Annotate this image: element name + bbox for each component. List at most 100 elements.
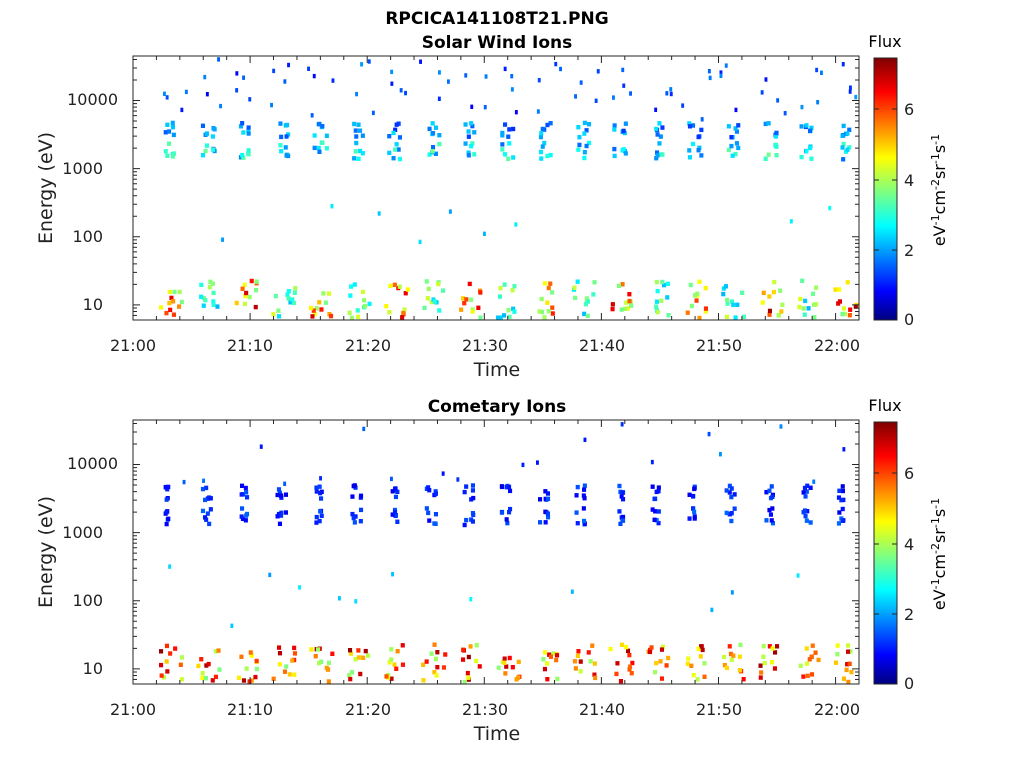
spectrogram-cell — [240, 483, 245, 488]
spectrogram-cell — [171, 312, 176, 317]
spectrogram-cell — [243, 485, 248, 491]
spectrogram-cell — [652, 496, 657, 502]
spectrogram-cell — [200, 508, 205, 514]
spectrogram-cell — [572, 659, 577, 664]
spectrogram-cell — [239, 654, 244, 659]
spectrogram-cell — [654, 107, 658, 112]
spectrogram-cell — [500, 147, 505, 152]
spectrogram-cell — [470, 104, 474, 109]
spectrogram-cell — [277, 314, 282, 319]
spectrogram-cell — [766, 152, 771, 157]
spectrogram-cell — [356, 648, 361, 653]
spectrogram-cell — [319, 659, 324, 664]
spectrogram-cell — [367, 59, 371, 64]
spectrogram-cell — [323, 300, 328, 305]
spectrogram-cell — [363, 304, 368, 309]
spectrogram-cell — [390, 476, 393, 482]
spectrogram-cell — [393, 486, 398, 492]
spectrogram-cell — [397, 156, 402, 162]
spectrogram-cell — [727, 644, 732, 649]
spectrogram-cell — [508, 488, 513, 494]
spectrogram-cell — [277, 645, 282, 650]
spectrogram-cell — [179, 677, 184, 682]
spectrogram-cell — [578, 669, 583, 674]
spectrogram-cell — [254, 288, 259, 293]
spectrogram-cell — [804, 123, 809, 128]
spectrogram-cell — [503, 122, 508, 127]
spectrogram-cell — [538, 520, 543, 525]
spectrogram-cell — [687, 492, 692, 497]
spectrogram-cell — [424, 659, 429, 664]
spectrogram-cell — [621, 514, 626, 520]
spectrogram-cell — [799, 154, 804, 160]
spectrogram-cell — [582, 120, 587, 126]
spectrogram-cell — [290, 658, 295, 663]
spectrogram-cell — [837, 299, 842, 304]
spectrogram-cell — [203, 497, 208, 503]
spectrogram-cell — [763, 121, 768, 127]
spectrogram-cell — [461, 657, 466, 662]
spectrogram-cell — [338, 596, 341, 601]
spectrogram-cell — [243, 293, 248, 299]
spectrogram-cell — [545, 677, 550, 682]
spectrogram-cell — [813, 650, 818, 655]
spectrogram-cell — [621, 497, 626, 502]
colorbar-title: Flux — [868, 32, 901, 51]
spectrogram-cell — [402, 307, 407, 312]
spectrogram-cell — [577, 135, 582, 140]
spectrogram-cell — [283, 79, 287, 84]
spectrogram-cell — [393, 127, 398, 132]
spectrogram-cell — [361, 655, 366, 660]
spectrogram-cell — [471, 512, 476, 518]
spectrogram-cell — [244, 290, 249, 296]
spectrogram-cell — [170, 154, 175, 159]
y-tick-label: 10 — [83, 659, 103, 678]
spectrogram-cell — [433, 656, 438, 662]
spectrogram-cell — [660, 152, 665, 157]
spectrogram-cell — [854, 94, 858, 100]
spectrogram-cell — [691, 141, 696, 147]
spectrogram-cell — [244, 513, 249, 518]
spectrogram-cell — [660, 279, 665, 285]
spectrogram-cell — [840, 506, 845, 512]
spectrogram-cell — [387, 310, 392, 315]
spectrogram-cell — [655, 288, 660, 294]
spectrogram-cell — [426, 485, 431, 490]
spectrogram-cells — [158, 57, 859, 321]
spectrogram-cell — [215, 304, 220, 309]
spectrogram-cell — [729, 511, 734, 516]
spectrogram-cell — [200, 675, 205, 681]
spectrogram-cell — [727, 483, 732, 489]
spectrogram-cell — [358, 519, 363, 524]
spectrogram-cell — [582, 518, 587, 524]
spectrogram-cell — [462, 522, 467, 528]
spectrogram-cell — [505, 520, 510, 526]
spectrogram-cell — [740, 290, 745, 295]
spectrogram-cell — [433, 125, 438, 130]
spectrogram-cell — [244, 666, 249, 671]
spectrogram-cell — [681, 103, 685, 108]
spectrogram-cell — [654, 156, 659, 161]
spectrogram-cell — [730, 299, 735, 304]
colorbar — [873, 421, 898, 685]
spectrogram-cell — [472, 152, 477, 157]
spectrogram-cell — [731, 653, 736, 658]
spectrogram-cell — [816, 100, 820, 105]
spectrogram-cell — [211, 299, 216, 304]
spectrogram-cell — [773, 134, 778, 139]
spectrogram-cell — [559, 66, 562, 72]
colorbar-tick-label: 4 — [904, 171, 914, 190]
spectrogram-cell — [588, 659, 593, 664]
spectrogram-cell — [548, 121, 553, 126]
spectrogram-cell — [507, 314, 512, 320]
spectrogram-cell — [178, 662, 183, 667]
spectrogram-cell — [171, 299, 176, 304]
spectrogram-cell — [726, 124, 731, 129]
spectrogram-cell — [427, 152, 432, 157]
spectrogram-cell — [352, 520, 357, 525]
spectrogram-cell — [841, 157, 846, 162]
spectrogram-cell — [316, 145, 321, 151]
spectrogram-cell — [319, 496, 324, 501]
spectrogram-cell — [652, 517, 657, 522]
